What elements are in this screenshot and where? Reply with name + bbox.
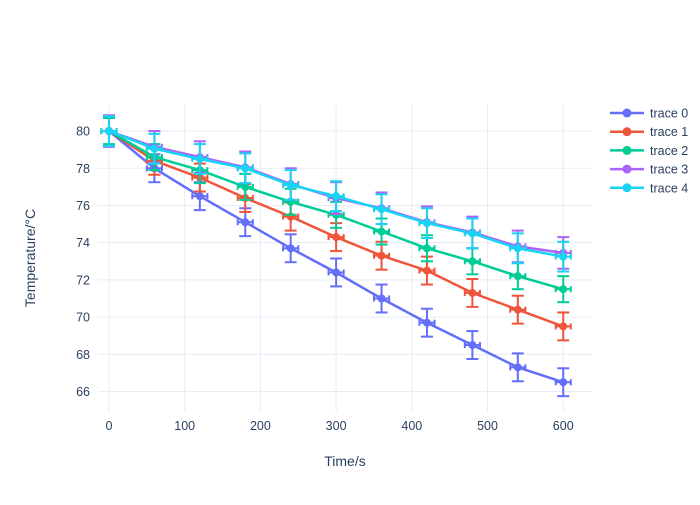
data-point [468,288,477,297]
data-point [422,266,431,275]
x-tick-label: 200 [250,419,271,433]
data-point [513,272,522,281]
x-tick-label: 0 [106,419,113,433]
data-point [468,257,477,266]
x-tick-label: 300 [326,419,347,433]
trace-4 [100,115,572,273]
y-tick-label: 78 [76,162,90,176]
data-point [195,154,204,163]
traces [100,114,572,398]
tick-labels: 0 100 200 300 400 500 600 66 68 70 72 74 76 78 80 [76,125,574,433]
legend-item-trace-0[interactable]: trace 0 [610,107,688,121]
y-tick-label: 70 [76,311,90,325]
gridlines [98,105,592,412]
data-point [468,229,477,238]
data-point [377,227,386,236]
legend-label: trace 1 [650,125,688,139]
data-point [513,244,522,253]
legend-label: trace 4 [650,181,688,195]
data-point [468,341,477,350]
legend-label: trace 3 [650,163,688,177]
data-point [286,244,295,253]
legend-item-trace-3[interactable]: trace 3 [610,163,688,177]
data-point [241,182,250,191]
legend-label: trace 2 [650,144,688,158]
data-point [195,192,204,201]
data-point [422,219,431,228]
legend-marker-swatch [622,183,632,193]
x-tick-label: 500 [477,419,498,433]
data-point [286,181,295,190]
x-tick-label: 100 [174,419,195,433]
y-tick-label: 68 [76,348,90,362]
data-point [241,218,250,227]
data-point [104,127,113,136]
legend-item-trace-2[interactable]: trace 2 [610,144,688,158]
legend-label: trace 0 [650,107,688,121]
legend: trace 0 trace 1 trace 2 trace 3 trace 4 [610,107,688,195]
data-point [377,294,386,303]
y-tick-label: 80 [76,125,90,139]
y-axis-title: Temperature/°C [22,209,38,307]
y-tick-label: 66 [76,385,90,399]
legend-marker-swatch [622,164,632,174]
data-point [332,233,341,242]
x-tick-label: 400 [401,419,422,433]
x-tick-label: 600 [553,419,574,433]
y-tick-label: 74 [76,236,90,250]
legend-marker-swatch [622,108,632,118]
data-point [150,144,159,153]
y-tick-label: 72 [76,273,90,287]
legend-item-trace-1[interactable]: trace 1 [610,125,688,139]
data-point [513,363,522,372]
legend-marker-swatch [622,145,632,155]
data-point [559,322,568,331]
data-point [513,305,522,314]
data-point [332,268,341,277]
data-point [377,205,386,214]
y-tick-label: 76 [76,199,90,213]
data-point [377,251,386,260]
legend-item-trace-4[interactable]: trace 4 [610,181,688,195]
data-point [332,192,341,201]
data-point [422,318,431,327]
data-point [559,285,568,294]
legend-marker-swatch [622,127,632,137]
data-point [559,252,568,261]
data-point [422,244,431,253]
data-point [559,378,568,387]
x-axis-title: Time/s [324,453,365,469]
data-point [241,164,250,173]
